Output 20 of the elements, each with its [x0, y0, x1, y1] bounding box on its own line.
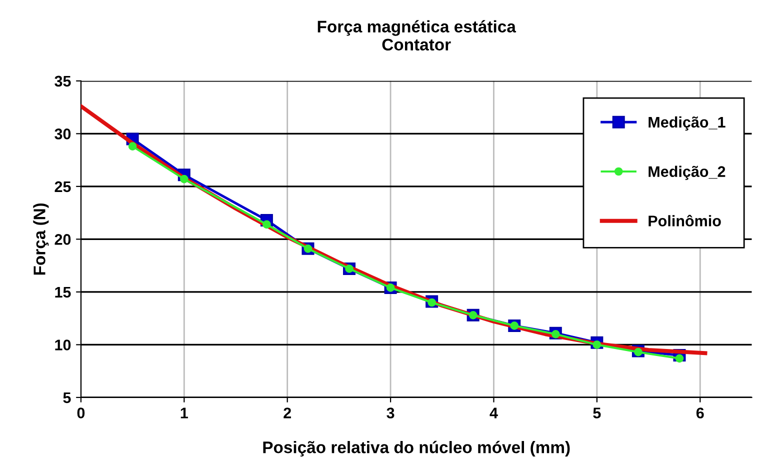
y-axis-title: Força (N) [33, 203, 49, 275]
x-tick-label: 6 [696, 408, 704, 418]
x-tick-label: 5 [593, 408, 601, 418]
y-tick-label: 30 [54, 128, 71, 140]
x-tick-label: 4 [490, 408, 498, 418]
y-tick-label: 35 [54, 76, 71, 87]
y-tick-label: 10 [55, 340, 71, 350]
y-tick-label: 25 [54, 181, 71, 192]
x-tick-label: 2 [284, 408, 291, 418]
y-tick-label: 5 [63, 392, 71, 404]
x-tick-label: 3 [386, 408, 394, 418]
x-axis-title: Posição relativa do núcleo móvel (mm) [263, 440, 570, 457]
y-tick-label: 15 [55, 286, 71, 298]
y-tick-label: 20 [54, 234, 71, 245]
x-tick-label: 1 [180, 408, 188, 418]
legend-label: Medição_1 [648, 116, 726, 131]
chart-title: Força magnética estática Contator [318, 20, 516, 51]
legend-label: Polinômio [648, 214, 721, 226]
x-tick-label: 0 [77, 408, 85, 418]
legend-label: Medição_2 [648, 166, 726, 180]
